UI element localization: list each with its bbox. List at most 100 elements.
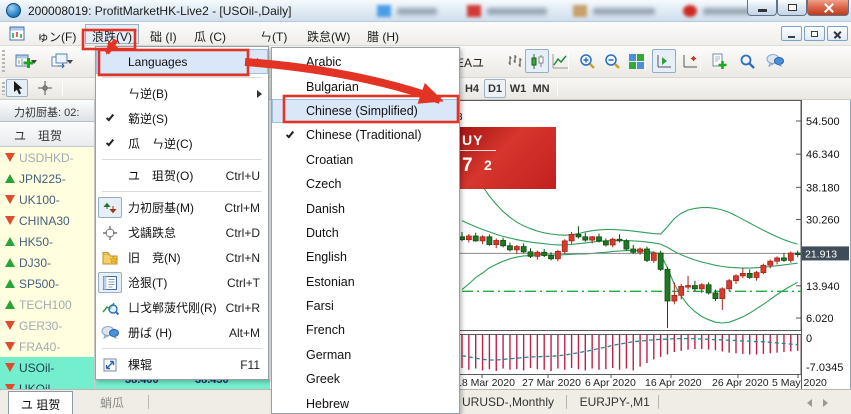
market-watch-row-sp500[interactable]: SP500- — [0, 273, 94, 294]
maximize-button[interactable] — [777, 0, 807, 16]
child-restore-button[interactable] — [804, 26, 825, 41]
dropdown-caret-icon[interactable] — [31, 60, 37, 64]
bu y-price-big: 7 — [462, 155, 473, 176]
scroll-left-icon[interactable] — [807, 399, 812, 407]
language-item-croatian[interactable]: Croatian — [272, 148, 459, 172]
menubar-item-i[interactable]: 础 (I) — [150, 30, 177, 44]
menu-item-t[interactable]: 沧狠(T) Ctrl+T — [96, 270, 268, 295]
indicator-axis-label: -7.0345 — [806, 362, 843, 374]
menubar-item-v[interactable]: 浪跌(V) — [85, 24, 139, 44]
dropdown-caret-icon[interactable] — [67, 60, 73, 64]
market-watch-row-china30[interactable]: CHINA30 — [0, 210, 94, 231]
menu-item-languages[interactable]: Languages — [96, 49, 268, 74]
autoscroll-icon[interactable] — [678, 49, 702, 73]
language-item-chinese-simplified[interactable]: Chinese (Simplified) — [272, 98, 459, 124]
chat-icon[interactable] — [763, 49, 787, 73]
symbol-name: HK50- — [19, 234, 54, 249]
menubar-item-c[interactable]: 瓜 (C) — [194, 30, 226, 44]
toolbar-grip[interactable] — [2, 82, 5, 95]
timeframe-button-d1[interactable]: D1 — [484, 79, 506, 98]
close-button[interactable] — [807, 0, 849, 16]
language-item-estonian[interactable]: Estonian — [272, 270, 459, 294]
language-item-farsi[interactable]: Farsi — [272, 294, 459, 318]
market-watch-row-uk100[interactable]: UK100- — [0, 189, 94, 210]
language-item-czech[interactable]: Czech — [272, 172, 459, 196]
menu-shortcut: Ctrl+R — [225, 300, 260, 315]
zoom-out-icon[interactable] — [600, 49, 624, 73]
language-item-bulgarian[interactable]: Bulgarian — [272, 74, 459, 98]
template-icon[interactable] — [707, 49, 731, 73]
price-axis-label: 13.940 — [806, 281, 840, 293]
timeframe-button-w1[interactable]: W1 — [509, 82, 527, 95]
menubar-item-w[interactable]: 跌怠(W) — [307, 30, 351, 44]
chart-tab-urusd-monthly[interactable]: URUSD-,Monthly — [462, 395, 555, 409]
menu-item-h[interactable]: 册ば (H) Alt+M — [96, 320, 268, 345]
chart-window-icon[interactable] — [9, 26, 25, 41]
buy-button-label[interactable]: UY — [462, 132, 484, 148]
tile-windows-icon[interactable] — [624, 49, 648, 73]
child-close-button[interactable] — [827, 26, 848, 41]
menu-item-s[interactable]: 簕逆(S) — [96, 106, 268, 131]
cursor-icon[interactable] — [6, 79, 28, 97]
chart-profiles-icon[interactable] — [44, 49, 76, 73]
autotrading-button[interactable]: EAユ — [455, 55, 484, 70]
market-watch-row-usoil[interactable]: USOil- — [0, 357, 94, 378]
scroll-right-icon[interactable] — [823, 399, 828, 407]
timeframe-button-h4[interactable]: H4 — [464, 82, 480, 95]
menu-item-b[interactable]: ㄣ逆(B) — [96, 81, 268, 106]
language-item-danish[interactable]: Danish — [272, 196, 459, 220]
language-item-english[interactable]: English — [272, 245, 459, 269]
language-label: Chinese (Traditional) — [306, 128, 422, 143]
market-watch-row-jpn225[interactable]: JPN225- — [0, 168, 94, 189]
menu-item-r[interactable]: ㄩ戈郸菠代刚(R) Ctrl+R — [96, 295, 268, 320]
market-watch-row-dj30[interactable]: DJ30- — [0, 252, 94, 273]
menubar-item-h[interactable]: 腊 (H) — [367, 30, 399, 44]
tab-item[interactable]: 蛸瓜 — [100, 396, 125, 410]
language-item-chinese-traditional[interactable]: Chinese (Traditional) — [272, 123, 459, 147]
market-watch-row-tech100[interactable]: TECH100 — [0, 294, 94, 315]
zoom-in-icon[interactable] — [575, 49, 599, 73]
menu-item-o[interactable]: ユ 珇贺(O) Ctrl+U — [96, 163, 268, 188]
toolbar-grip[interactable] — [2, 50, 5, 73]
market-watch-row-ukoil[interactable]: UKOil- — [0, 378, 94, 390]
one-click-trading-panel[interactable]: UY 7 2 — [450, 127, 556, 189]
menu-item-item[interactable]: 棵辊 F11 — [96, 352, 268, 377]
tab-item[interactable]: ユ 珇贺 — [8, 391, 74, 414]
blurred-notification-text — [487, 8, 547, 15]
language-item-hebrew[interactable]: Hebrew — [272, 391, 459, 413]
language-item-french[interactable]: French — [272, 318, 459, 342]
market-watch-row-usdhkd[interactable]: USDHKD- — [0, 147, 94, 168]
menu-item-c[interactable]: 瓜 ㄣ逆(C) — [96, 131, 268, 156]
market-watch-row-fra40[interactable]: FRA40- — [0, 336, 94, 357]
language-item-arabic[interactable]: Arabic — [272, 50, 459, 74]
symbol-column-header[interactable]: ユ 珇贺 — [0, 122, 94, 147]
symbol-name: TECH100 — [19, 297, 72, 312]
shift-chart-icon[interactable] — [652, 49, 676, 73]
language-item-greek[interactable]: Greek — [272, 367, 459, 391]
menu-item-label: 力初厨基(M) — [128, 201, 194, 215]
market-watch-row-hk50[interactable]: HK50- — [0, 231, 94, 252]
search-icon[interactable] — [735, 49, 759, 73]
chart-tab-eurjpy-m1[interactable]: EURJPY-,M1 — [579, 395, 650, 409]
market-watch-row-ger30[interactable]: GER30- — [0, 315, 94, 336]
timeframe-button-mn[interactable]: MN — [532, 82, 550, 95]
child-minimize-button[interactable] — [781, 26, 802, 41]
menubar-item-f[interactable]: ゅン(F) — [37, 30, 77, 44]
arrow-up-icon — [5, 174, 15, 183]
bar-chart-icon[interactable] — [502, 49, 526, 73]
language-item-german[interactable]: German — [272, 343, 459, 367]
new-chart-icon[interactable] — [8, 49, 40, 73]
language-label: German — [306, 347, 352, 362]
language-item-dutch[interactable]: Dutch — [272, 221, 459, 245]
menu-item-m[interactable]: 力初厨基(M) Ctrl+M — [96, 195, 268, 220]
menu-item-n[interactable]: 旧 竞(N) Ctrl+N — [96, 245, 268, 270]
menubar-item-t[interactable]: ㄣ(T) — [260, 30, 288, 44]
candlestick-icon[interactable] — [525, 49, 549, 73]
minimize-button[interactable] — [747, 0, 777, 16]
tab-divider — [657, 395, 659, 409]
menu-item-item[interactable]: 戈龋跌怠 Ctrl+D — [96, 220, 268, 245]
crosshair-icon[interactable] — [34, 79, 56, 97]
line-chart-icon[interactable] — [548, 49, 572, 73]
